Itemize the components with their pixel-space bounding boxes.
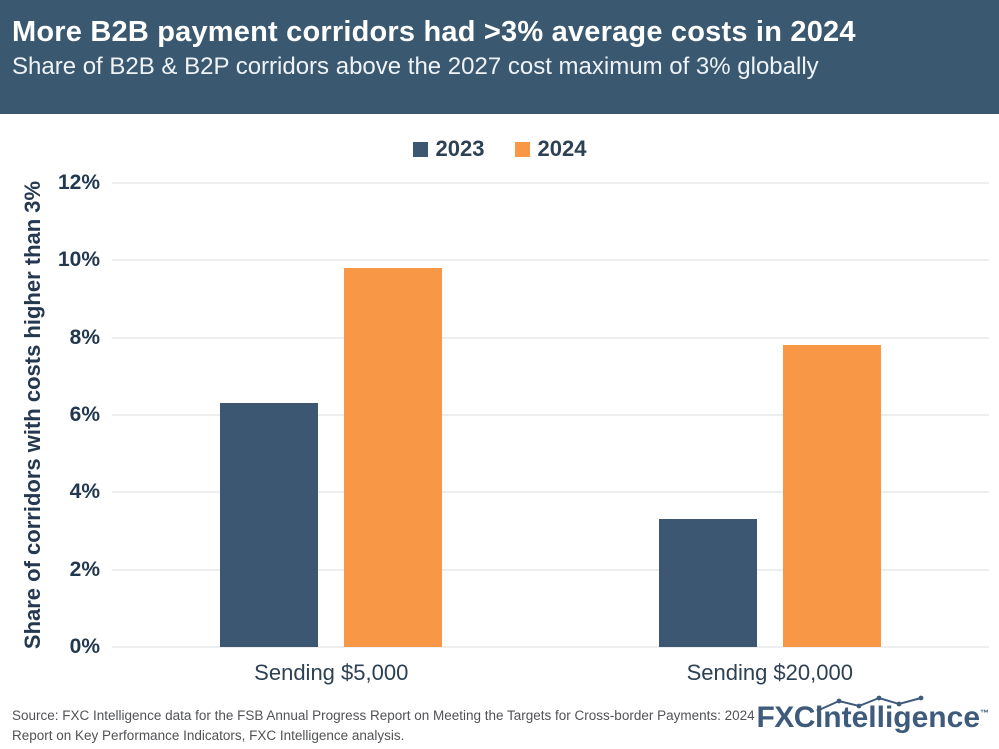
y-tick-6: 6% [69,403,100,426]
legend-swatch-2023 [412,141,428,157]
gridline-8 [112,336,989,339]
gridline-2 [112,568,989,571]
legend-item-2023: 2023 [412,136,485,162]
x-label-sending-5-000: Sending $5,000 [254,660,409,685]
legend-swatch-2024 [514,141,530,157]
legend-item-2024: 2024 [514,136,587,162]
legend-label-2023: 2023 [435,136,485,161]
legend: 2023 2024 [0,135,999,163]
y-tick-12: 12% [57,171,100,194]
y-tick-8: 8% [69,325,100,349]
y-tick-4: 4% [69,480,100,504]
plot-area [112,182,989,648]
y-tick-10: 10% [57,248,100,272]
logo-text-fxc: FXC [756,701,815,734]
gridline-0 [112,646,989,648]
logo-trademark: ™ [980,708,989,718]
logo-text-intelligence: intelligence [814,701,980,734]
x-label-sending-20-000: Sending $20,000 [686,660,853,685]
bar-2023-sending-20-000 [658,519,757,647]
gridline-6 [112,414,989,416]
bar-2023-sending-5-000 [220,403,319,647]
y-tick-0: 0% [69,635,100,658]
gridline-4 [112,491,989,494]
chart-title: More B2B payment corridors had >3% avera… [12,16,856,48]
gridline-12 [112,182,989,184]
chart-subtitle: Share of B2B & B2P corridors above the 2… [12,53,819,80]
source-note: Source: FXC Intelligence data for the FS… [12,708,755,743]
fxc-intelligence-logo: FXCintelligence™ [756,695,989,741]
header: More B2B payment corridors had >3% avera… [0,0,999,114]
bar-2024-sending-5-000 [344,268,443,647]
bar-2024-sending-20-000 [782,345,881,647]
y-axis-ticks: 0% 2% 4% 6% 8% 10% 12% [0,171,100,658]
y-tick-2: 2% [69,557,100,581]
gridline-10 [112,259,989,262]
logo-sparkline-icon [817,695,924,713]
legend-label-2024: 2024 [537,136,587,161]
